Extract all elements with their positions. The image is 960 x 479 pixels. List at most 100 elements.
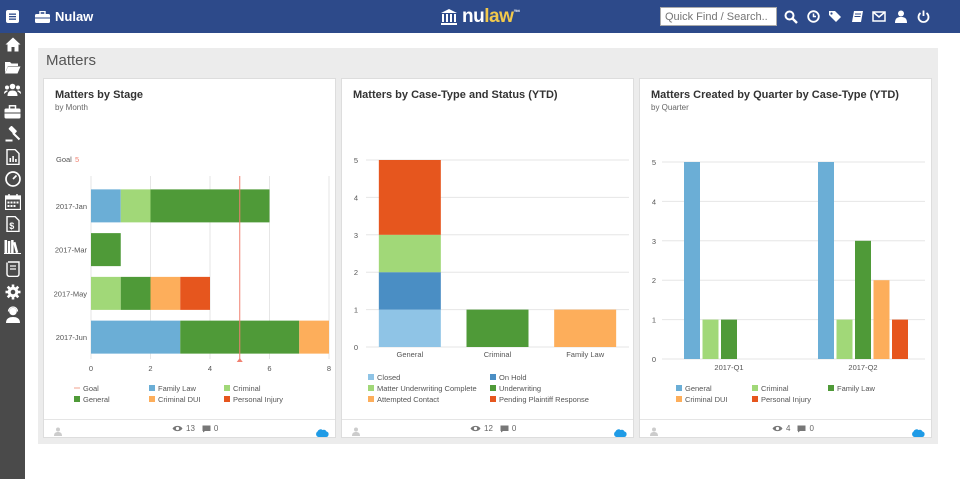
card-footer: 13 0 (44, 419, 335, 437)
legend-label-pending-plaintiff-response: Pending Plaintiff Response (499, 395, 589, 404)
legend-swatch-attempted-contact (368, 396, 374, 402)
legend-swatch-matter-underwriting-complete (368, 385, 374, 391)
goal-marker (236, 358, 243, 362)
quick-find-search-input[interactable] (660, 7, 777, 26)
library-icon[interactable] (0, 236, 25, 259)
y-tick-label: 3 (354, 231, 358, 240)
matters-dashboard-panel: Matters Matters by Stage by Month Goal 5 0… (38, 48, 938, 444)
legend-label-matter-underwriting-complete: Matter Underwriting Complete (377, 384, 477, 393)
views-eye-icon (772, 425, 783, 432)
bar-matter-underwriting-complete (378, 234, 441, 273)
x-tick-label: General (396, 350, 423, 359)
dashboard-gauge-icon[interactable] (0, 168, 25, 191)
legend-swatch-criminal (224, 385, 230, 391)
views-eye-icon (172, 425, 183, 432)
card-subtitle: by Quarter (651, 103, 689, 112)
logo-text-law: law (484, 6, 514, 27)
bar-criminal (120, 189, 151, 223)
salesforce-cloud-icon[interactable] (613, 424, 627, 442)
bar-criminal-dui (299, 320, 329, 354)
nulaw-logo: nulaw™ (440, 6, 520, 28)
legend-label-attempted-contact: Attempted Contact (377, 395, 440, 404)
views-eye-icon (470, 425, 481, 432)
legend-swatch-closed (368, 374, 374, 380)
user-icon[interactable] (890, 10, 912, 23)
x-tick-label: 2017-Q2 (848, 363, 877, 372)
search-icon[interactable] (780, 10, 802, 24)
bar-personal-injury (180, 276, 210, 310)
y-tick-label: 0 (354, 343, 358, 352)
legend-label-underwriting: Underwriting (499, 384, 541, 393)
contacts-icon[interactable] (0, 78, 25, 101)
bar-general (818, 162, 834, 359)
app-switcher[interactable]: Nulaw (35, 9, 93, 24)
bar-on-hold (378, 272, 441, 310)
power-icon[interactable] (912, 10, 934, 23)
bar-criminal (91, 276, 121, 310)
bar-family-law (855, 240, 871, 359)
legend-swatch-criminal-dui (676, 396, 682, 402)
book-icon[interactable] (846, 10, 868, 23)
owner-avatar-icon (650, 423, 658, 441)
y-tick-label: 2017-May (54, 289, 88, 298)
calendar-icon[interactable] (0, 191, 25, 214)
salesforce-cloud-icon[interactable] (911, 424, 925, 442)
gavel-icon[interactable] (0, 123, 25, 146)
matters-by-stage-chart: Goal 50 2 4 6 82017-Jan2017-Mar2017-May2017-J… (54, 155, 331, 404)
briefcase-icon[interactable] (0, 101, 25, 124)
comments-count: 0 (213, 424, 219, 433)
bar-closed (378, 309, 441, 347)
sidebar: $ (0, 33, 25, 479)
y-tick-label: 4 (652, 197, 656, 206)
bar-general (91, 233, 121, 267)
y-tick-label: 1 (354, 306, 358, 315)
views-count: 13 (186, 424, 195, 433)
settings-gear-icon[interactable] (0, 281, 25, 304)
legend-label-general: General (685, 384, 712, 393)
card-footer: 4 0 (640, 419, 931, 437)
legend-label-goal: Goal (83, 384, 99, 393)
card-subtitle: by Month (55, 103, 88, 112)
mail-icon[interactable] (868, 11, 890, 22)
bar-general (684, 162, 700, 359)
legend-label-on-hold: On Hold (499, 373, 527, 382)
folder-icon[interactable] (0, 56, 25, 79)
owner-avatar-icon (54, 423, 62, 441)
clock-icon[interactable] (802, 10, 824, 23)
tags-icon[interactable] (824, 10, 846, 23)
support-agent-icon[interactable] (0, 303, 25, 326)
document-chart-icon[interactable] (0, 146, 25, 169)
owner-avatar-icon (352, 423, 360, 441)
legend-swatch-general (74, 396, 80, 402)
matters-by-stage-card: Matters by Stage by Month Goal 5 0 2 4 6 8 2017… (43, 78, 336, 438)
hamburger-menu-icon[interactable] (0, 0, 25, 33)
top-navigation-bar: Nulaw nulaw™ (0, 0, 960, 33)
home-icon[interactable] (0, 33, 25, 56)
matters-created-by-quarter-chart: 0 1 2 3 4 5 2017-Q1 2017-Q2 General Criminal Famil… (652, 158, 925, 404)
bar-criminal-dui (150, 276, 181, 310)
bar-criminal (702, 319, 719, 359)
bar-criminal (836, 319, 853, 359)
y-tick-label: 3 (652, 237, 656, 246)
app-name: Nulaw (55, 9, 94, 24)
card-title: Matters by Stage (55, 89, 144, 101)
y-tick-label: 2 (354, 268, 358, 277)
bar-pending-plaintiff-response (378, 160, 441, 235)
billing-document-icon[interactable]: $ (0, 213, 25, 236)
legend-label-closed: Closed (377, 373, 400, 382)
legend-label-criminal: Criminal (761, 384, 789, 393)
views-count: 4 (786, 424, 791, 433)
y-tick-label: 0 (652, 355, 656, 364)
legend-swatch-personal-injury (752, 396, 758, 402)
briefcase-icon (35, 10, 50, 23)
scroll-icon[interactable] (0, 258, 25, 281)
goal-value: 5 (75, 155, 79, 164)
legend-swatch-criminal-dui (149, 396, 155, 402)
bar-personal-injury (892, 319, 908, 359)
goal-label: Goal (56, 155, 72, 164)
matters-by-case-type-status-chart: 0 1 2 3 4 5 General Criminal Family Law Closed On … (354, 156, 629, 404)
y-tick-label: 2017-Jun (56, 333, 87, 342)
salesforce-cloud-icon[interactable] (315, 424, 329, 442)
comments-count: 0 (809, 424, 814, 433)
